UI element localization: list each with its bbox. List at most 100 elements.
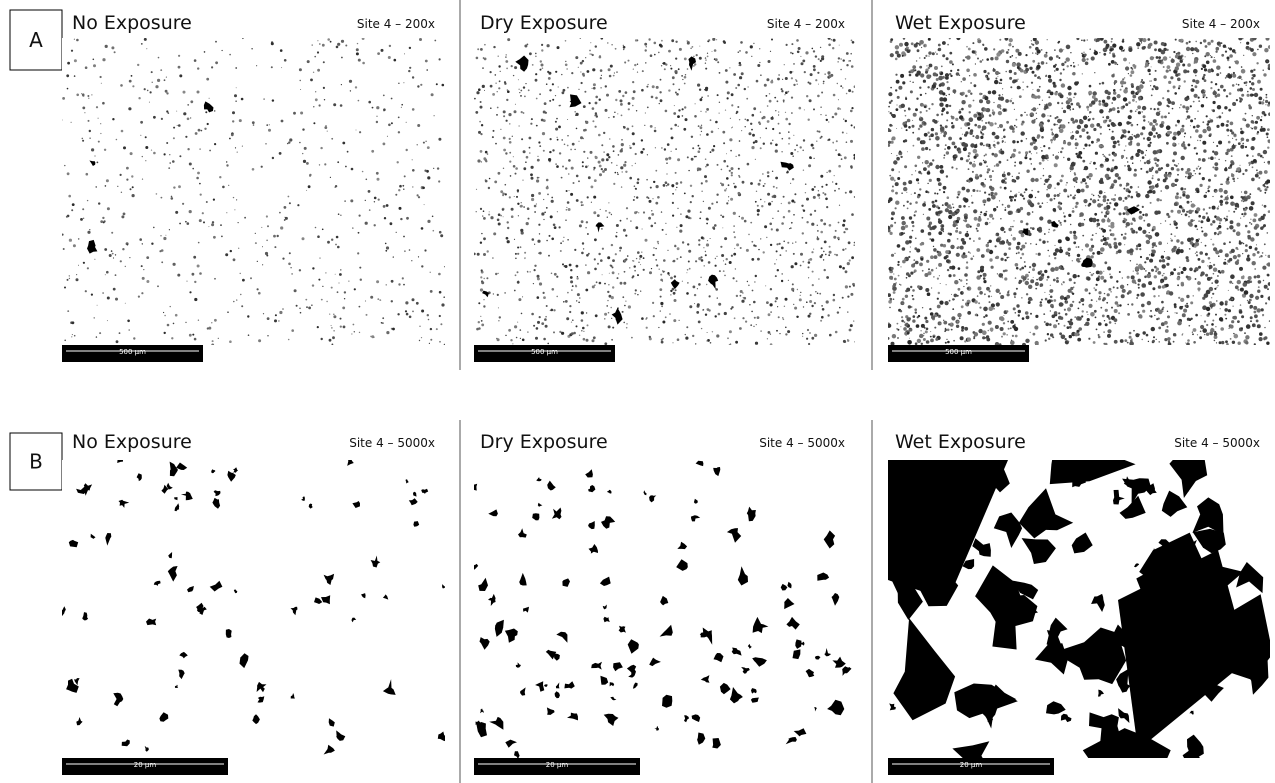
speck xyxy=(1010,226,1011,227)
speck xyxy=(1150,142,1152,144)
speck xyxy=(854,126,856,128)
speck xyxy=(1056,277,1059,280)
speck xyxy=(506,120,508,122)
speck xyxy=(1224,190,1228,194)
speck xyxy=(995,56,999,60)
speck xyxy=(721,183,724,186)
speck xyxy=(791,97,793,99)
speck xyxy=(1256,320,1259,323)
speck xyxy=(425,60,428,63)
speck xyxy=(1240,218,1241,219)
speck xyxy=(1059,247,1061,249)
speck xyxy=(716,39,717,40)
speck xyxy=(1010,199,1013,202)
speck xyxy=(1029,266,1031,268)
speck xyxy=(69,278,70,279)
speck xyxy=(169,229,170,230)
speck xyxy=(1158,168,1162,172)
speck xyxy=(845,285,848,288)
speck xyxy=(851,256,854,259)
speck xyxy=(536,179,539,182)
speck xyxy=(1066,182,1068,184)
speck xyxy=(1122,129,1124,131)
speck xyxy=(482,85,484,87)
speck xyxy=(430,290,433,293)
speck xyxy=(344,291,346,293)
speck xyxy=(1087,277,1091,281)
speck xyxy=(685,334,686,335)
speck xyxy=(531,177,534,180)
speck xyxy=(138,97,140,99)
speck xyxy=(144,38,147,41)
speck xyxy=(1156,198,1159,201)
speck xyxy=(329,314,330,315)
speck xyxy=(845,120,847,122)
speck xyxy=(772,128,774,130)
speck xyxy=(1187,70,1190,73)
speck xyxy=(189,210,192,213)
speck xyxy=(353,324,355,326)
speck xyxy=(131,175,133,177)
speck xyxy=(924,133,928,137)
speck xyxy=(1194,225,1197,228)
speck xyxy=(908,180,912,184)
speck xyxy=(476,211,477,212)
speck xyxy=(1216,342,1217,343)
speck xyxy=(622,95,624,97)
speck xyxy=(792,243,793,244)
speck xyxy=(549,151,551,153)
speck xyxy=(967,287,970,290)
speck xyxy=(1221,123,1225,127)
speck xyxy=(1029,46,1032,49)
speck xyxy=(709,295,711,297)
speck xyxy=(1202,129,1206,133)
speck xyxy=(963,286,964,287)
speck xyxy=(78,238,80,240)
speck xyxy=(673,292,676,295)
speck xyxy=(781,88,783,90)
speck xyxy=(1102,154,1104,156)
speck xyxy=(1076,189,1081,194)
speck xyxy=(897,96,900,99)
speck xyxy=(642,70,644,72)
speck xyxy=(1153,119,1157,123)
speck xyxy=(1024,156,1027,159)
speck xyxy=(962,77,966,81)
speck xyxy=(1195,75,1197,77)
speck xyxy=(266,240,268,242)
speck xyxy=(560,242,562,244)
speck xyxy=(1001,336,1003,338)
speck xyxy=(679,48,682,51)
speck xyxy=(324,99,325,100)
speck xyxy=(829,251,832,254)
speck xyxy=(1168,106,1170,108)
speck xyxy=(1085,243,1089,247)
speck xyxy=(728,184,730,186)
speck xyxy=(691,158,694,161)
speck xyxy=(686,292,689,295)
speck xyxy=(731,93,734,96)
speck xyxy=(608,156,610,158)
speck xyxy=(63,248,65,250)
speck xyxy=(1131,85,1134,88)
speck xyxy=(1232,283,1233,284)
speck xyxy=(518,215,519,216)
speck xyxy=(580,72,581,73)
speck xyxy=(822,192,824,194)
speck xyxy=(891,217,894,220)
speck xyxy=(521,313,523,315)
speck xyxy=(825,254,827,256)
speck xyxy=(93,59,95,61)
speck xyxy=(1044,183,1046,185)
speck xyxy=(543,292,545,294)
speck xyxy=(788,210,791,213)
speck xyxy=(962,292,963,293)
speck xyxy=(1090,312,1095,317)
speck xyxy=(1261,308,1264,311)
speck xyxy=(657,196,660,199)
speck xyxy=(1077,125,1081,129)
speck xyxy=(901,128,902,129)
speck xyxy=(1187,115,1191,119)
speck xyxy=(666,173,667,174)
speck xyxy=(574,149,575,150)
